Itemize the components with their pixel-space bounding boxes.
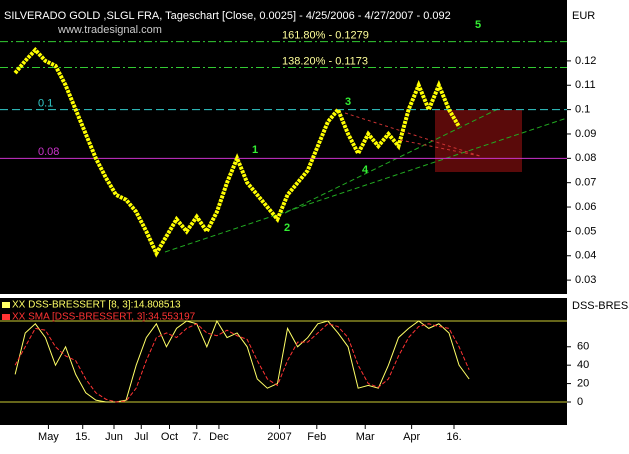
- y-tick-label: 60: [577, 341, 589, 353]
- wave-label: 5: [475, 19, 481, 31]
- x-tick-label: Apr: [403, 431, 420, 443]
- x-tick-label: 15.: [75, 431, 90, 443]
- y-tick-label: 0: [577, 396, 583, 408]
- level-label: 161.80% - 0.1279: [282, 30, 369, 42]
- wave-label: 4: [362, 164, 369, 176]
- wave-label: 3: [345, 96, 351, 108]
- x-tick-label: Jun: [105, 431, 123, 443]
- oscillator-axis-label: DSS-BRESSI: [572, 300, 629, 312]
- source: www.tradesignal.com: [57, 24, 162, 36]
- legend-swatch: [2, 314, 10, 320]
- y-tick-label: 0.1: [575, 104, 590, 116]
- x-tick-label: Oct: [161, 431, 178, 443]
- target-zone: [435, 110, 522, 172]
- x-tick-label: 16.: [446, 431, 461, 443]
- y-tick-label: 0.08: [575, 152, 596, 164]
- x-tick-label: Feb: [307, 431, 326, 443]
- y-tick-label: 0.12: [575, 55, 596, 67]
- y-tick-label: 0.04: [575, 250, 596, 262]
- chart-title: SILVERADO GOLD ,SLGL FRA, Tageschart [Cl…: [4, 10, 451, 22]
- x-tick-label: 7.: [192, 431, 201, 443]
- x-tick-label: Mar: [356, 431, 375, 443]
- level-label: 0.08: [38, 146, 59, 158]
- oscillator-line: [14, 319, 470, 403]
- x-tick-label: Dec: [209, 431, 229, 443]
- y-tick-label: 0.05: [575, 225, 596, 237]
- oscillator-line: [14, 323, 470, 403]
- legend-label: XX DSS-BRESSERT [8, 3]:14.808513: [12, 300, 181, 311]
- y-tick-label: 40: [577, 359, 589, 371]
- wave-label: 1: [252, 144, 258, 156]
- trend-line: [164, 117, 568, 253]
- level-label: 0.1: [38, 98, 53, 110]
- legend-swatch: [2, 302, 10, 308]
- legend-label: XX SMA [DSS-BRESSERT, 3]:34.553197: [12, 312, 196, 323]
- y-tick-label: 0.09: [575, 128, 596, 140]
- y-tick-label: 0.03: [575, 274, 596, 286]
- channel-line: [399, 139, 481, 157]
- y-tick-label: 0.11: [575, 79, 596, 91]
- x-tick-label: May: [38, 431, 59, 443]
- y-tick-label: 0.06: [575, 201, 596, 213]
- x-tick-label: 2007: [267, 431, 291, 443]
- y-axis-label: EUR: [572, 10, 595, 22]
- oscillator-panel: [0, 298, 567, 425]
- x-tick-label: Jul: [134, 431, 148, 443]
- y-tick-label: 20: [577, 377, 589, 389]
- wave-label: 2: [284, 222, 290, 234]
- price-line: [13, 46, 461, 258]
- level-label: 138.20% - 0.1173: [282, 55, 368, 67]
- y-tick-label: 0.07: [575, 177, 596, 189]
